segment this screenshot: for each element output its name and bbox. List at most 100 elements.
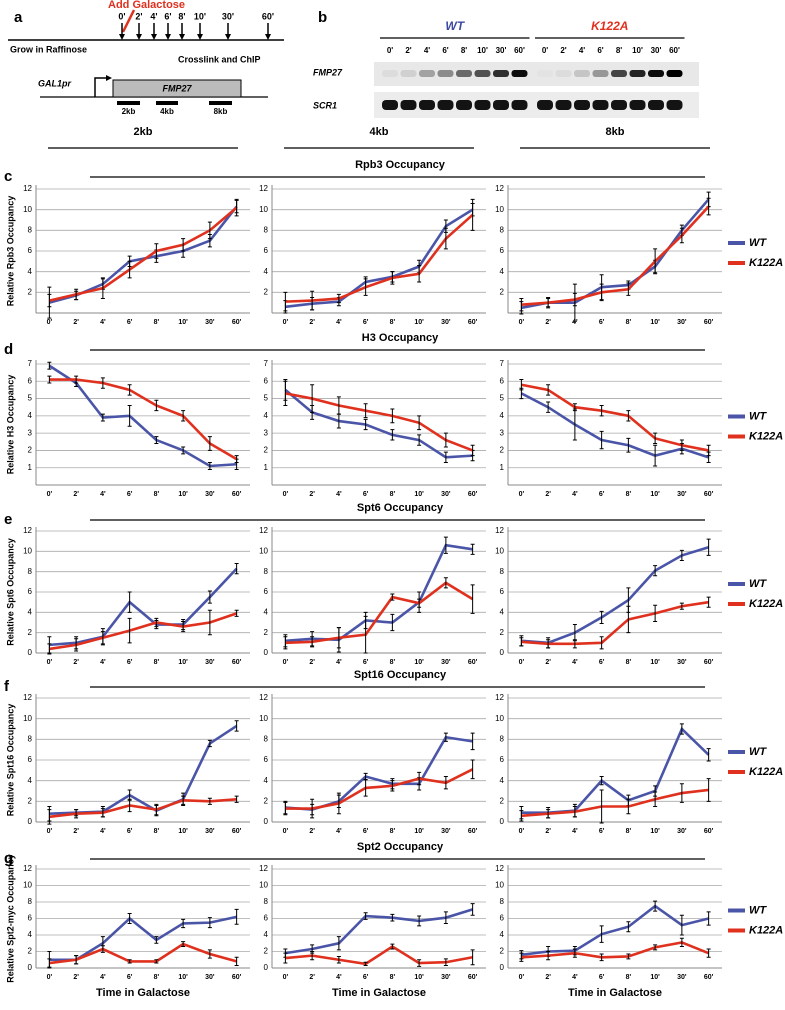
error-bar [417,415,422,431]
x-tick-label: 30' [677,974,687,981]
x-tick-label: 30' [441,491,451,498]
x-tick-label: 60' [232,659,242,666]
x-tick-label: 10' [178,491,188,498]
y-tick-label: 1 [500,463,505,472]
x-tick-label: 4' [336,659,342,666]
series-line [49,206,238,302]
error-bar [310,290,315,311]
error-bar [519,637,524,647]
legend-label: K122A [749,257,783,269]
lane-label: 30' [496,46,507,55]
error-bar [74,288,79,301]
error-bar [417,771,422,786]
x-tick-label: 8' [626,659,632,666]
y-tick-label: 4 [264,411,269,420]
error-bar [679,439,684,451]
legend-label: K122A [749,430,783,442]
series-line [285,392,474,452]
error-bar [706,538,711,556]
y-tick-label: 6 [28,376,33,385]
y-tick-label: 10 [495,546,504,555]
error-bar [626,921,631,933]
x-tick-label: 8' [626,319,632,326]
error-bar [234,198,239,217]
lane-label: 6' [597,46,603,55]
error-bar [336,792,341,815]
y-tick-label: 10 [259,205,268,214]
x-tick-label: 2' [545,659,551,666]
x-tick-label: 10' [650,828,660,835]
blot-band [400,100,417,110]
error-bar [207,739,212,748]
error-bar [127,798,132,813]
error-bar [100,631,105,645]
error-bar [363,615,368,654]
error-bar [679,937,684,948]
error-bar [679,602,684,610]
x-tick-label: 2' [545,491,551,498]
series-line [521,205,710,307]
x-tick-label: 6' [363,659,369,666]
error-bar [336,293,341,304]
x-tick-label: 30' [205,828,215,835]
blot-band [629,70,646,77]
error-bar [626,953,631,960]
error-bar [74,955,79,965]
y-tick-label: 0 [264,648,269,657]
error-bar [47,293,52,308]
timepoint-label: 0' [118,11,125,21]
y-tick-label: 7 [500,359,505,368]
promoter-arrow [94,77,108,97]
x-tick-label: 8' [390,491,396,498]
blot-label: FMP27 [313,67,343,77]
x-tick-label: 8' [154,319,160,326]
y-tick-label: 2 [500,287,505,296]
y-tick-label: 8 [500,897,505,906]
error-bar [283,380,288,406]
panel-letter: e [4,511,12,528]
lane-label: 2' [405,46,411,55]
y-tick-label: 8 [264,734,269,743]
timepoint-arrowhead [151,34,157,40]
blot-band [511,100,528,110]
error-bar [546,639,551,649]
x-tick-label: 4' [100,828,106,835]
blot-band [456,70,472,77]
error-bar [363,779,368,797]
x-tick-label: 10' [650,659,660,666]
error-bar [546,809,551,819]
lane-label: 30' [651,46,662,55]
error-bar [100,945,105,953]
x-tick-label: 2' [309,491,315,498]
panel-letter: a [14,9,23,26]
legend-label: WT [749,904,767,916]
blot-band [474,100,491,110]
error-bar [470,584,475,614]
y-tick-label: 7 [28,359,33,368]
y-tick-label: 4 [500,930,505,939]
x-tick-label: 60' [232,974,242,981]
blot-band [648,70,664,77]
error-bar [74,638,79,652]
series-line [285,768,474,810]
error-bar [443,577,448,589]
strain-label: WT [445,19,465,33]
error-bar [470,759,475,780]
error-bar [390,913,395,922]
error-bar [417,598,422,608]
x-tick-label: 10' [178,319,188,326]
crosslink-label: Crosslink and ChIP [178,54,261,64]
error-bar [626,282,631,296]
y-tick-label: 0 [264,963,269,972]
x-tick-label: 0' [283,319,289,326]
y-tick-label: 0 [28,817,33,826]
y-tick-label: 6 [264,246,269,255]
x-tick-label: 30' [205,319,215,326]
x-tick-label: 2' [309,319,315,326]
y-tick-label: 7 [264,359,269,368]
x-tick-label: 6' [363,828,369,835]
lane-label: 60' [669,46,680,55]
y-tick-label: 4 [500,411,505,420]
x-tick-label: 2' [545,319,551,326]
blot-band [574,100,590,110]
